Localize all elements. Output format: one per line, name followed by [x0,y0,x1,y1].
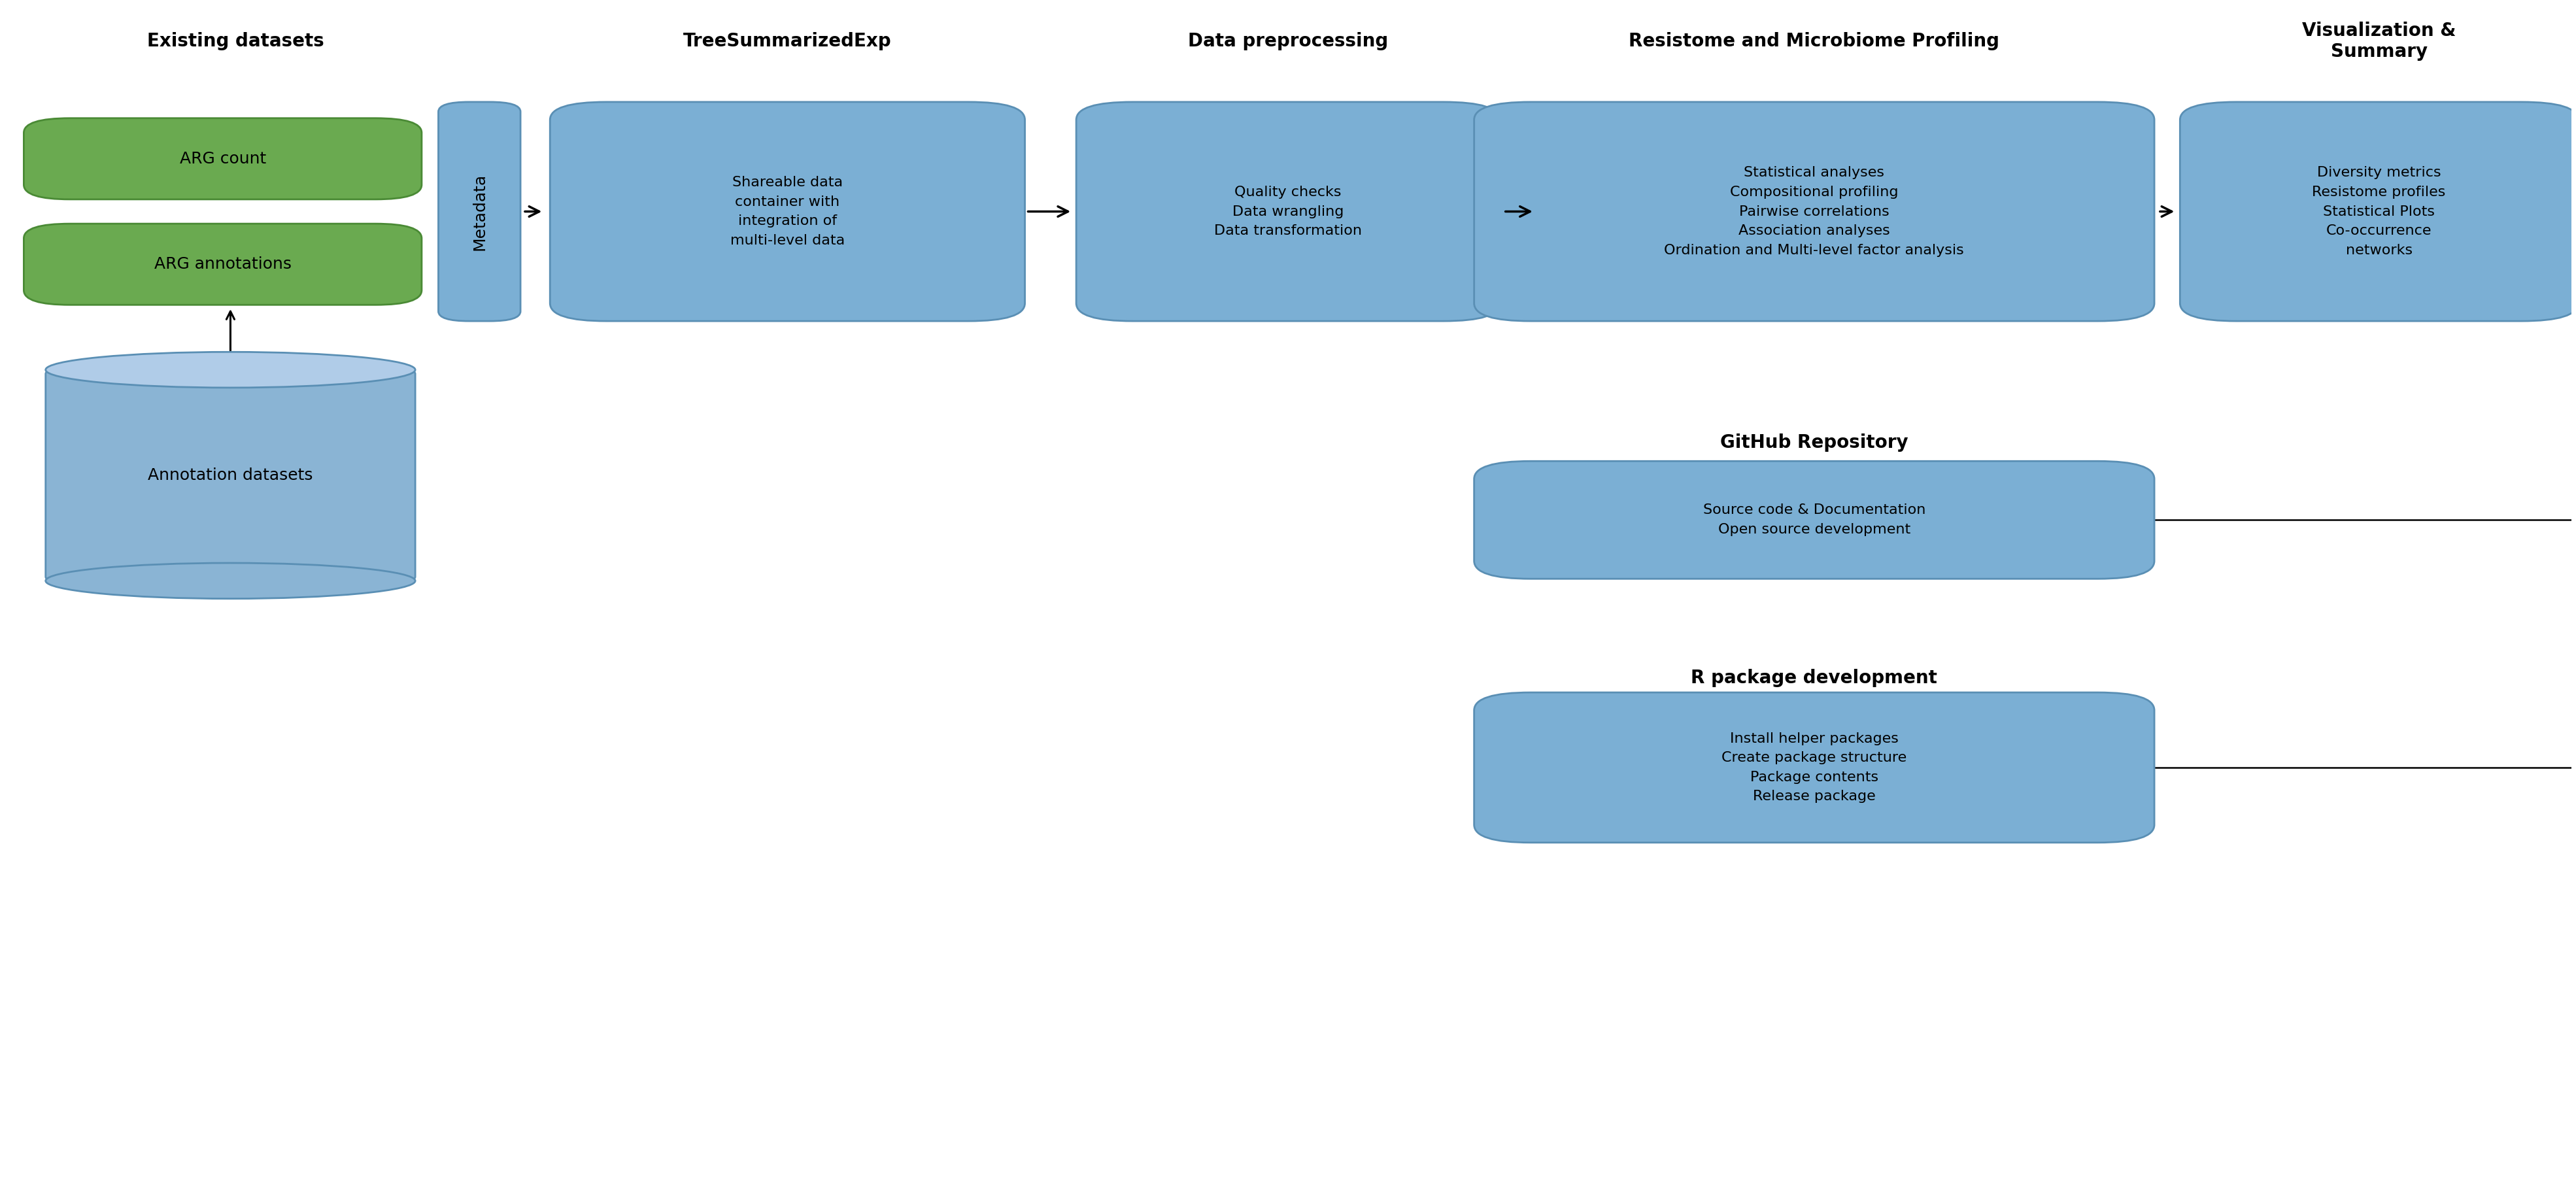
FancyBboxPatch shape [46,370,415,581]
Text: Data preprocessing: Data preprocessing [1188,32,1388,50]
FancyBboxPatch shape [23,119,422,199]
FancyBboxPatch shape [438,102,520,321]
Text: R package development: R package development [1690,669,1937,688]
Text: Quality checks
Data wrangling
Data transformation: Quality checks Data wrangling Data trans… [1213,186,1363,237]
Text: Shareable data
container with
integration of
multi-level data: Shareable data container with integratio… [729,176,845,247]
Text: ARG count: ARG count [180,151,265,166]
Text: TreeSummarizedExp: TreeSummarizedExp [683,32,891,50]
Text: Existing datasets: Existing datasets [147,32,325,50]
Text: Install helper packages
Create package structure
Package contents
Release packag: Install helper packages Create package s… [1721,732,1906,803]
Ellipse shape [46,352,415,388]
FancyBboxPatch shape [1473,102,2154,321]
Text: Resistome and Microbiome Profiling: Resistome and Microbiome Profiling [1628,32,1999,50]
FancyBboxPatch shape [551,102,1025,321]
FancyBboxPatch shape [1077,102,1499,321]
Text: Diversity metrics
Resistome profiles
Statistical Plots
Co-occurrence
networks: Diversity metrics Resistome profiles Sta… [2313,166,2445,256]
Text: GitHub Repository: GitHub Repository [1721,434,1909,452]
Text: ARG annotations: ARG annotations [155,256,291,272]
Text: Statistical analyses
Compositional profiling
Pairwise correlations
Association a: Statistical analyses Compositional profi… [1664,166,1963,256]
FancyBboxPatch shape [2179,102,2576,321]
FancyBboxPatch shape [23,224,422,305]
FancyBboxPatch shape [1473,693,2154,842]
FancyBboxPatch shape [1473,461,2154,579]
Text: Source code & Documentation
Open source development: Source code & Documentation Open source … [1703,504,1924,536]
Ellipse shape [46,563,415,599]
Text: Visualization &
Summary: Visualization & Summary [2303,21,2455,60]
Text: Metadata: Metadata [471,173,487,250]
Text: Annotation datasets: Annotation datasets [147,467,312,483]
